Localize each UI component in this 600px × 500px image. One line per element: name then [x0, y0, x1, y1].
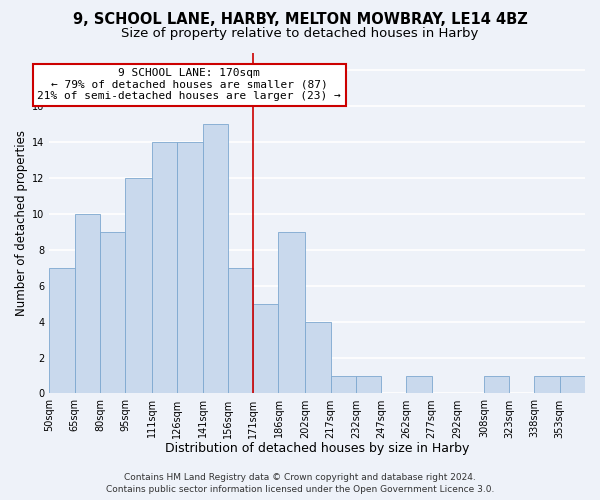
Bar — [178, 142, 203, 394]
Bar — [125, 178, 152, 394]
Bar — [560, 376, 585, 394]
Bar — [152, 142, 178, 394]
Y-axis label: Number of detached properties: Number of detached properties — [15, 130, 28, 316]
Bar — [203, 124, 228, 394]
Bar — [100, 232, 125, 394]
Text: 9 SCHOOL LANE: 170sqm
← 79% of detached houses are smaller (87)
21% of semi-deta: 9 SCHOOL LANE: 170sqm ← 79% of detached … — [37, 68, 341, 102]
Bar — [253, 304, 278, 394]
Bar — [49, 268, 74, 394]
Bar — [305, 322, 331, 394]
Bar — [406, 376, 432, 394]
Text: Size of property relative to detached houses in Harby: Size of property relative to detached ho… — [121, 28, 479, 40]
Bar — [278, 232, 305, 394]
Text: Contains HM Land Registry data © Crown copyright and database right 2024.
Contai: Contains HM Land Registry data © Crown c… — [106, 472, 494, 494]
Bar — [535, 376, 560, 394]
Bar — [484, 376, 509, 394]
Text: 9, SCHOOL LANE, HARBY, MELTON MOWBRAY, LE14 4BZ: 9, SCHOOL LANE, HARBY, MELTON MOWBRAY, L… — [73, 12, 527, 28]
Bar — [228, 268, 253, 394]
Bar — [74, 214, 100, 394]
Bar — [331, 376, 356, 394]
X-axis label: Distribution of detached houses by size in Harby: Distribution of detached houses by size … — [165, 442, 469, 455]
Bar — [356, 376, 381, 394]
